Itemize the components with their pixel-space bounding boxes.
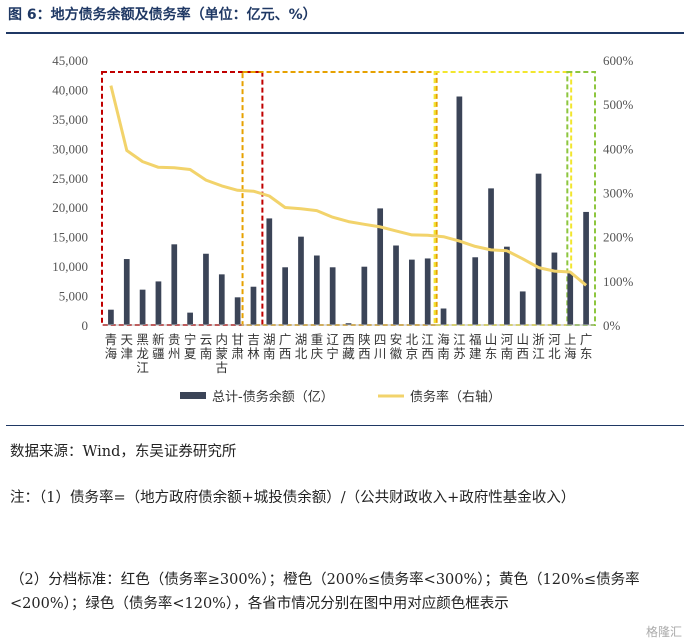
y-left-tick: 10,000 [52, 259, 88, 274]
x-tick-label: 辽宁 [326, 332, 339, 361]
line-series [109, 85, 588, 287]
debt-chart: 0 5,000 10,000 15,000 20,000 25,000 30,000 35,0… [52, 53, 633, 405]
x-tick-label: 河南 [501, 332, 514, 361]
tier-band-3 [566, 71, 596, 326]
note-2: （2）分档标准：红色（债务率≥300%）；橙色（200%≤债务率<300%）；黄… [10, 572, 640, 612]
x-tick-label: 贵州 [168, 332, 181, 361]
bar-20 [424, 258, 431, 325]
x-tick-label: 甘肃 [231, 332, 244, 361]
y-left-tick: 20,000 [52, 200, 88, 215]
bar-13 [313, 255, 320, 325]
x-tick-label: 上海 [564, 332, 577, 361]
bar-9 [250, 286, 257, 325]
y-left-tick: 45,000 [52, 53, 88, 68]
x-tick-label: 内蒙古 [216, 332, 229, 375]
note-1: 注：（1）债务率=（地方政府债余额+城投债余额）/（公共财政收入+政府性基金收入… [10, 490, 576, 506]
bar-8 [234, 297, 241, 325]
x-tick-label: 山西 [516, 332, 529, 361]
bar-2 [139, 289, 146, 325]
x-tick-label: 江苏 [453, 332, 466, 361]
tier-band-2 [433, 71, 573, 326]
bar-series [108, 96, 589, 325]
legend-bar-label: 总计-债务余额（亿） [212, 389, 334, 405]
y-right-tick: 600% [603, 53, 634, 68]
y-left-tick: 30,000 [52, 141, 88, 156]
bar-16 [361, 266, 368, 325]
x-tick-label: 浙江 [532, 332, 545, 361]
bar-14 [329, 267, 336, 325]
y-right-tick: 0% [603, 318, 621, 333]
bar-10 [266, 218, 273, 325]
x-tick-label: 天津 [121, 332, 134, 361]
y-left-tick: 5,000 [59, 289, 88, 304]
watermark-logo: 格隆汇 [645, 625, 682, 639]
x-tick-label: 湖北 [295, 332, 308, 361]
x-tick-label: 广东 [580, 332, 593, 361]
bar-27 [535, 173, 542, 325]
y-right-tick: 400% [603, 141, 634, 156]
x-axis-labels: 青海天津黑龙江新疆贵州宁夏云南内蒙古甘肃吉林湖南广西湖北重庆辽宁西藏陕西四川安徽… [105, 332, 593, 375]
legend-line-label: 债务率（右轴） [410, 389, 501, 405]
y-left-tick: 0 [82, 318, 89, 333]
y-right-tick: 100% [603, 274, 634, 289]
x-tick-label: 四川 [374, 332, 387, 361]
tier-band-0 [101, 71, 264, 326]
x-tick-label: 宁夏 [184, 332, 197, 361]
bar-6 [203, 253, 209, 325]
legend-bar-swatch [180, 392, 206, 399]
source-note: 数据来源：Wind，东吴证券研究所 [10, 444, 237, 460]
page-title: 图 6：地方债务余额及债务率（单位：亿元、%） [8, 7, 317, 23]
x-tick-label: 广西 [279, 332, 292, 361]
y-left-tick: 40,000 [52, 82, 88, 97]
title-divider [6, 32, 684, 34]
bar-19 [409, 259, 415, 325]
x-tick-label: 陕西 [358, 332, 371, 361]
x-tick-label: 北京 [406, 332, 419, 361]
y-left-tick: 15,000 [52, 230, 88, 245]
bar-25 [504, 246, 510, 325]
y-left-tick: 35,000 [52, 112, 88, 127]
x-tick-label: 江西 [421, 332, 434, 361]
bar-24 [488, 188, 494, 325]
bar-5 [187, 312, 193, 325]
bar-11 [282, 267, 288, 325]
x-tick-label: 青海 [105, 332, 118, 361]
x-tick-label: 山东 [485, 332, 498, 361]
bar-12 [298, 236, 304, 325]
y-right-tick: 500% [603, 97, 634, 112]
bar-3 [155, 281, 162, 325]
bar-15 [345, 323, 352, 325]
bar-17 [377, 208, 384, 325]
bar-0 [108, 309, 114, 325]
bar-23 [472, 257, 479, 325]
chart-divider [6, 425, 684, 426]
bar-21 [440, 308, 447, 325]
x-tick-label: 吉林 [247, 332, 260, 361]
x-tick-label: 福建 [469, 332, 482, 361]
chart-legend: 总计-债务余额（亿） 债务率（右轴） [180, 389, 501, 405]
bar-18 [393, 245, 399, 325]
x-tick-label: 重庆 [311, 332, 324, 361]
bar-4 [171, 244, 178, 325]
x-tick-label: 安徽 [390, 332, 403, 361]
x-tick-label: 河北 [548, 332, 561, 361]
bar-22 [456, 96, 463, 325]
y-right-tick: 300% [603, 186, 634, 201]
y-right-tick: 200% [603, 230, 634, 245]
y-left-tick: 25,000 [52, 171, 88, 186]
x-tick-label: 湖南 [263, 332, 276, 361]
bar-1 [123, 259, 130, 325]
x-tick-label: 云南 [200, 332, 213, 361]
x-tick-label: 西藏 [342, 332, 355, 361]
x-tick-label: 黑龙江 [136, 332, 149, 375]
chart-axes: 0 5,000 10,000 15,000 20,000 25,000 30,000 35,0… [52, 53, 633, 333]
x-tick-label: 海南 [437, 332, 450, 361]
debt-ratio-line [109, 85, 588, 287]
bar-30 [583, 211, 589, 325]
bar-28 [551, 252, 558, 325]
bar-26 [519, 291, 526, 325]
x-tick-label: 新疆 [152, 332, 165, 361]
bar-7 [218, 274, 225, 325]
bar-29 [567, 272, 574, 325]
